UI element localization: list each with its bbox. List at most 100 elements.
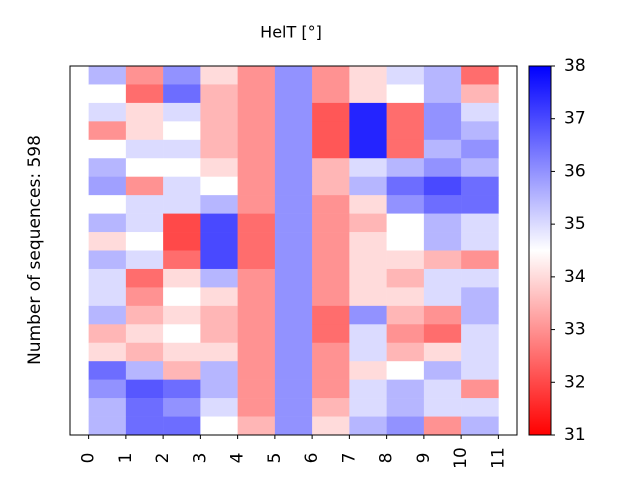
heatmap-cell [274, 176, 313, 196]
heatmap-cell [386, 121, 425, 141]
x-tick-label: 7 [339, 453, 359, 464]
heatmap-cell [200, 176, 238, 196]
heatmap-cell [237, 66, 276, 85]
x-tick-label: 8 [377, 453, 397, 464]
heatmap-cell [200, 416, 238, 436]
heatmap-cell [274, 379, 313, 399]
heatmap-cell [349, 121, 387, 141]
heatmap-cell [88, 66, 127, 85]
heatmap-cell [312, 416, 350, 436]
heatmap-cell [163, 398, 201, 417]
chart-title: HelT [°] [260, 23, 322, 42]
heatmap-cell [274, 250, 313, 270]
heatmap-cell [349, 158, 387, 177]
heatmap-cell [88, 121, 127, 141]
heatmap-cell [88, 250, 127, 270]
heatmap-cell [423, 287, 462, 307]
heatmap-cell [125, 176, 164, 196]
heatmap-cell [461, 176, 499, 196]
heatmap-cell [200, 158, 238, 177]
heatmap-cell [125, 361, 164, 380]
heatmap-cell [274, 102, 313, 122]
heatmap-cell [312, 305, 350, 325]
heatmap-cell [349, 342, 387, 362]
heatmap-cell [349, 84, 387, 104]
heatmap-cell [125, 250, 164, 270]
heatmap-cell [312, 158, 350, 177]
heatmap-cell [125, 121, 164, 141]
heatmap-cell [461, 121, 499, 141]
heatmap-cell [88, 416, 127, 436]
heatmap-cell [423, 213, 462, 233]
heatmap-cell [274, 287, 313, 307]
heatmap-cell [461, 66, 499, 85]
heatmap-cell [125, 398, 164, 417]
x-tick-label: 1 [116, 453, 136, 464]
heatmap-cell [125, 305, 164, 325]
heatmap-cell [88, 213, 127, 233]
heatmap-cell [423, 158, 462, 177]
heatmap-cell [386, 250, 425, 270]
heatmap-cell [461, 379, 499, 399]
heatmap-cell [163, 361, 201, 380]
heatmap-cell [88, 324, 127, 344]
heatmap-cell [312, 379, 350, 399]
x-tick-label: 2 [153, 453, 173, 464]
heatmap-cell [274, 84, 313, 104]
heatmap-cell [423, 416, 462, 436]
heatmap-cell [237, 287, 276, 307]
heatmap-cell [274, 232, 313, 251]
heatmap-cell [237, 213, 276, 233]
heatmap-cell [312, 121, 350, 141]
heatmap-cell [163, 66, 201, 85]
heatmap-cell [88, 342, 127, 362]
heatmap-cell [461, 416, 499, 436]
heatmap-cell [200, 268, 238, 288]
heatmap-cell [349, 361, 387, 380]
heatmap-cell [312, 84, 350, 104]
heatmap-cell [461, 268, 499, 288]
colorbar-tick-label: 32 [564, 372, 586, 392]
heatmap-cell [461, 287, 499, 307]
plot-frame [69, 65, 518, 436]
heatmap-cell [125, 324, 164, 344]
heatmap-cell [88, 398, 127, 417]
heatmap-cell [274, 398, 313, 417]
heatmap-cell [312, 361, 350, 380]
heatmap-cell [349, 398, 387, 417]
heatmap-cell [163, 176, 201, 196]
heatmap-cell [200, 305, 238, 325]
heatmap-cell [237, 305, 276, 325]
x-tick-label: 11 [488, 447, 508, 469]
heatmap-cell [423, 305, 462, 325]
heatmap-cell [237, 121, 276, 141]
heatmap-cell [163, 287, 201, 307]
heatmap-cell [125, 102, 164, 122]
heatmap-cell [312, 250, 350, 270]
heatmap-cell [237, 324, 276, 344]
heatmap-cell [125, 268, 164, 288]
heatmap-cell [200, 324, 238, 344]
heatmap-cell [200, 139, 238, 159]
heatmap-cell [386, 416, 425, 436]
heatmap-cell [237, 195, 276, 214]
heatmap-cell [386, 102, 425, 122]
heatmap-cell [274, 324, 313, 344]
heatmap-cell [237, 361, 276, 380]
heatmap-cell [349, 250, 387, 270]
colorbar-tick-label: 35 [564, 214, 586, 234]
heatmap-cell [423, 250, 462, 270]
heatmap-cell [349, 268, 387, 288]
heatmap-cell [312, 176, 350, 196]
colorbar-tick-label: 31 [564, 425, 586, 445]
heatmap-cell [386, 84, 425, 104]
heatmap-cell [163, 342, 201, 362]
heatmap-cell [125, 416, 164, 436]
heatmap-cell [274, 305, 313, 325]
heatmap-cell [461, 361, 499, 380]
heatmap-cell [386, 379, 425, 399]
heatmap-cell [88, 361, 127, 380]
colorbar-tick-label: 33 [564, 320, 586, 340]
heatmap-cell [274, 66, 313, 85]
